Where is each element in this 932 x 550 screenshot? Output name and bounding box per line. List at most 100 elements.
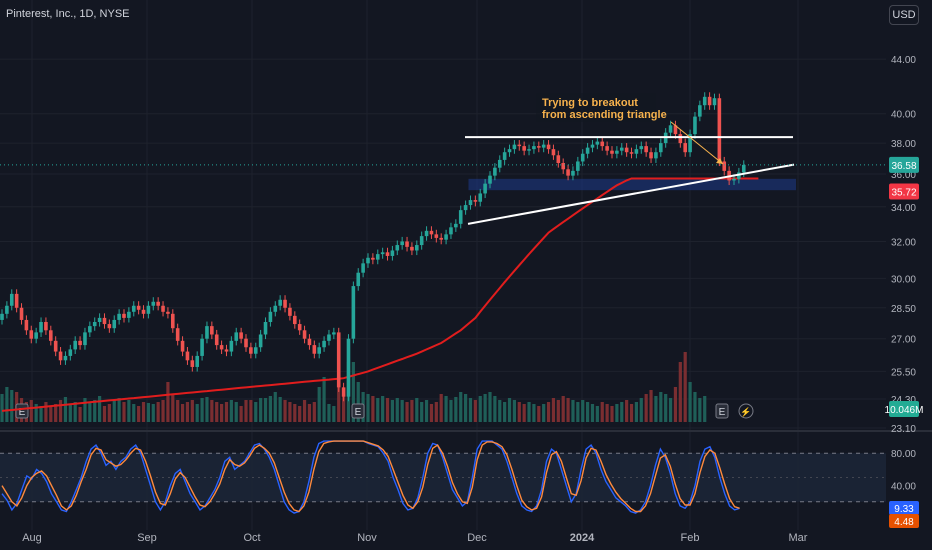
volume-bar (268, 396, 272, 422)
candle-body (161, 305, 165, 312)
volume-bar (259, 398, 263, 422)
candle-body (214, 334, 219, 346)
volume-bar (93, 400, 97, 422)
candle-body (722, 161, 727, 171)
candle-body (444, 234, 448, 240)
volume-bar (244, 400, 248, 422)
volume-bar (220, 404, 224, 422)
y-tick-label: 25.50 (891, 367, 916, 378)
candles (0, 92, 746, 402)
candle-body (571, 170, 575, 176)
volume-bar (605, 404, 609, 422)
x-tick-label: Sep (137, 532, 157, 544)
axes: 44.00 40.00 38.00 36.00 34.00 32.00 30.00 28.50… (22, 55, 923, 544)
volume-bar (332, 406, 336, 422)
volume-bar (68, 404, 72, 422)
volume-bar (551, 398, 556, 422)
candle-body (502, 152, 507, 160)
candle-body (141, 309, 146, 314)
volume-bar (454, 397, 458, 422)
candle-body (185, 351, 190, 361)
candle-body (517, 144, 522, 147)
osc-value-text: 9.33 (894, 504, 914, 515)
volume-bar (478, 396, 482, 422)
y-tick-label: 36.00 (891, 170, 916, 181)
candle-body (361, 263, 365, 273)
x-tick-label: 2024 (570, 532, 595, 544)
volume-bar (390, 400, 394, 422)
candle-body (190, 360, 195, 367)
volume-bar (273, 392, 277, 422)
candle-body (732, 178, 736, 181)
candle-body (576, 161, 580, 171)
candle-body (629, 152, 634, 154)
volume-bar (112, 400, 116, 422)
candle-body (741, 164, 746, 173)
candle-body (68, 349, 73, 356)
candle-body (258, 334, 263, 348)
oscillator-k-line (1, 440, 740, 514)
candle-body (580, 153, 585, 162)
volume-bar (522, 404, 526, 422)
currency-button[interactable]: USD (889, 5, 919, 25)
candle-body (698, 105, 702, 117)
candle-body (527, 149, 531, 151)
volume-bar (239, 406, 243, 422)
candle-body (332, 332, 336, 335)
candle-body (419, 236, 424, 246)
osc-value-text: 4.48 (894, 517, 914, 528)
volume-bar (664, 394, 668, 422)
price-label-box (889, 183, 919, 200)
volume-bar (58, 400, 63, 422)
volume-bar (166, 382, 170, 422)
candle-body (210, 326, 214, 335)
volume-bar (83, 398, 87, 422)
volume-bar (512, 400, 516, 422)
candle-body (639, 146, 644, 150)
osc-y-tick-label: 80.00 (891, 449, 916, 460)
volume-bar (532, 404, 536, 422)
volume-bar (302, 400, 307, 422)
earnings-marker-label: E (719, 407, 726, 418)
volume-bar (385, 398, 390, 422)
candle-body (24, 319, 29, 331)
volume-bar (195, 404, 199, 422)
volume-bar (141, 402, 146, 422)
osc-value-box (889, 514, 919, 528)
candle-body (83, 332, 87, 346)
y-tick-label: 34.00 (891, 203, 916, 214)
volume-bar (415, 398, 419, 422)
candle-body (619, 147, 624, 151)
volume-bar (107, 404, 111, 422)
volume-bar (659, 392, 663, 422)
candle-body (29, 330, 34, 339)
volume-bar (464, 394, 468, 422)
volume-bar (78, 407, 82, 422)
volume-bar (49, 407, 53, 422)
y-tick-label: 27.00 (891, 335, 916, 346)
volume-bar (566, 398, 570, 422)
candle-body (200, 338, 204, 356)
candle-body (9, 293, 14, 306)
candle-body (375, 254, 380, 260)
volume-bar (88, 402, 92, 422)
volume-bar (405, 402, 409, 422)
volume-bar (600, 402, 604, 422)
candle-body (146, 305, 151, 314)
earnings-marker-label: E (355, 407, 362, 418)
volume-bar (439, 394, 443, 422)
y-tick-label: 28.50 (891, 304, 916, 315)
candle-body (429, 230, 434, 235)
y-tick-label: 30.00 (891, 274, 916, 285)
volume-bar (527, 402, 531, 422)
candle-body (302, 330, 307, 339)
volume-bar (634, 402, 638, 422)
candle-body (405, 241, 409, 247)
volume-bar (468, 398, 473, 422)
volume-bar (176, 400, 180, 422)
candle-body (288, 307, 292, 316)
volume-bar (356, 382, 360, 422)
support-zone-rect (468, 178, 796, 191)
